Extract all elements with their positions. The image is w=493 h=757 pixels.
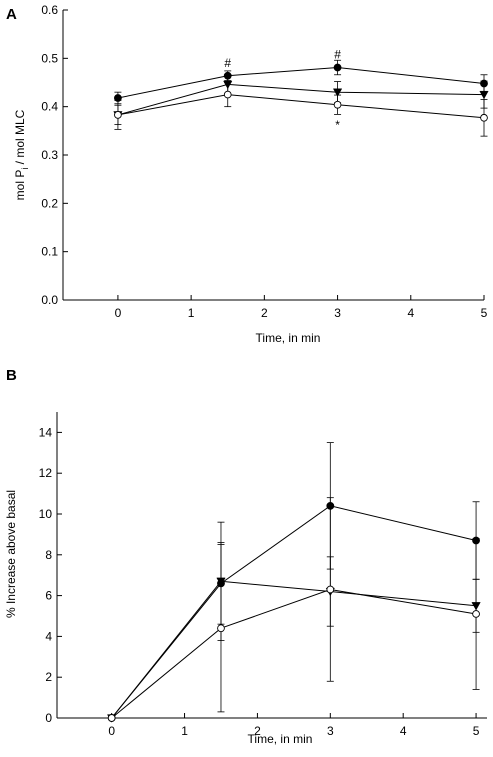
a-y-tick-label: 0.3 — [41, 148, 58, 162]
b-y-tick-label: 8 — [45, 548, 52, 562]
a-series-line — [117, 66, 485, 99]
a-series-3 — [114, 82, 488, 137]
b-x-tick-label: 1 — [181, 724, 188, 738]
a-point-open-circle — [114, 111, 122, 119]
b-point-open-circle — [472, 610, 480, 618]
a-series-line — [117, 83, 485, 116]
a-significance-marker: * — [335, 118, 340, 132]
panel-a-axes: 0.0 0.1 0.2 0.3 0.4 0.5 0.6 0 1 2 3 4 5 — [41, 3, 487, 320]
a-point-triangle — [479, 90, 489, 100]
a-x-tick-label: 3 — [334, 306, 341, 320]
b-series-line — [111, 588, 477, 719]
b-x-tick-label: 4 — [400, 724, 407, 738]
b-y-tick-label: 0 — [45, 711, 52, 725]
b-x-tick-label: 2 — [254, 724, 261, 738]
a-point-open-circle — [333, 100, 342, 109]
a-y-tick-label: 0.0 — [41, 293, 58, 307]
b-series-line — [111, 580, 477, 719]
a-x-tick-label: 2 — [261, 306, 268, 320]
panel-a-annotations: # # * — [224, 47, 341, 132]
a-point-filled-circle — [333, 63, 342, 72]
a-x-tick-label: 1 — [188, 306, 195, 320]
panel-a-letter: A — [6, 6, 17, 23]
b-point-open-circle — [217, 624, 225, 633]
panel-b-series — [107, 442, 481, 723]
b-point-open-circle — [107, 714, 116, 722]
b-series-1 — [107, 442, 480, 722]
b-y-tick-label: 4 — [45, 629, 52, 643]
a-y-tick-label: 0.1 — [41, 245, 58, 259]
a-x-tick-label: 4 — [407, 306, 414, 320]
a-y-tick-label: 0.6 — [41, 3, 58, 17]
a-series-2 — [113, 74, 489, 125]
b-x-tick-label: 0 — [108, 724, 115, 738]
a-point-open-circle — [223, 90, 232, 99]
panel-a-series — [113, 59, 489, 137]
a-y-tick-label: 0.4 — [41, 100, 58, 114]
b-series-2 — [107, 521, 481, 723]
panel-a-y-label-subscript: i — [20, 168, 30, 170]
b-x-tick-label: 3 — [327, 724, 334, 738]
a-series-1 — [114, 59, 488, 105]
a-x-tick-label: 0 — [115, 306, 122, 320]
a-y-tick-label: 0.2 — [41, 196, 58, 210]
b-y-tick-label: 6 — [45, 589, 52, 603]
panel-b-letter: B — [6, 367, 17, 384]
a-point-open-circle — [480, 113, 488, 122]
b-y-tick-label: 10 — [39, 507, 53, 521]
b-y-tick-label: 12 — [39, 466, 53, 480]
panel-a-x-axis-label: Time, in min — [256, 331, 321, 345]
b-x-tick-label: 5 — [473, 724, 480, 738]
panel-a-y-axis-label: mol Pi / mol MLC — [13, 109, 30, 200]
a-point-triangle — [332, 88, 343, 97]
b-series-3 — [107, 497, 480, 722]
b-series-line — [111, 505, 477, 719]
a-y-tick-label: 0.5 — [41, 51, 58, 65]
b-y-tick-label: 14 — [39, 425, 53, 439]
panel-a: A 0.0 0.1 0.2 0.3 0.4 0.5 0.6 0 1 2 3 4 5 # # * Time, … — [6, 3, 489, 345]
panel-a-y-label-rest: / mol MLC — [13, 109, 27, 167]
a-significance-marker: # — [334, 47, 341, 61]
panel-a-y-label-main: mol P — [13, 170, 27, 201]
b-point-open-circle — [326, 585, 335, 594]
b-y-tick-label: 2 — [45, 670, 52, 684]
a-significance-marker: # — [224, 56, 231, 70]
a-x-tick-label: 5 — [481, 306, 488, 320]
a-series-line — [117, 94, 485, 119]
panel-b-y-axis-label: % Increase above basal — [4, 490, 18, 618]
panel-b-x-axis-label: Time, in min — [248, 732, 313, 746]
